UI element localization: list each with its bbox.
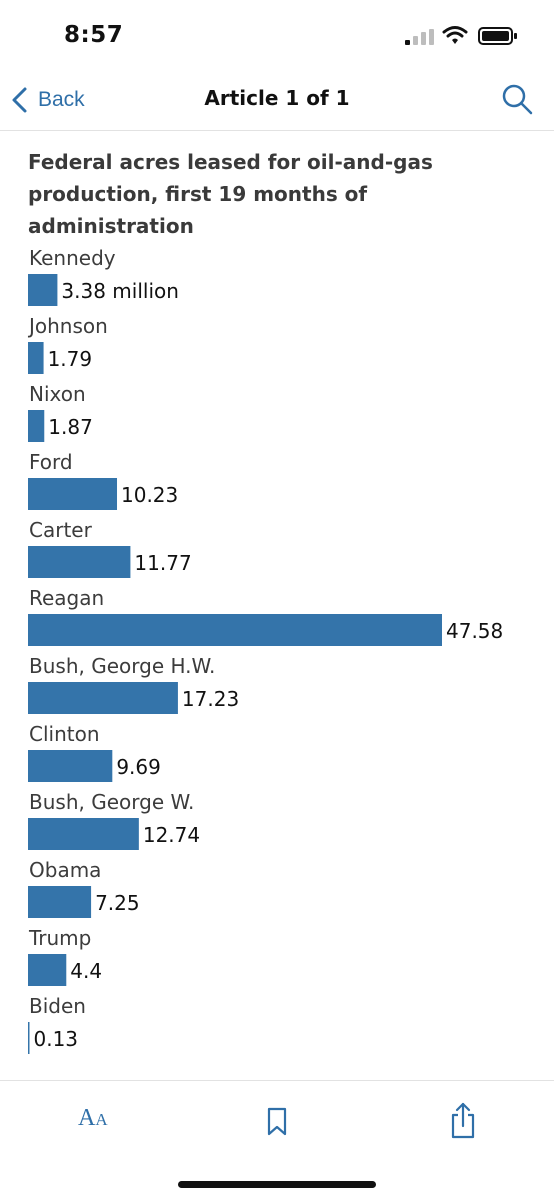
category-label: Bush, George H.W.	[29, 654, 215, 678]
bar	[28, 410, 45, 442]
category-label: Bush, George W.	[29, 790, 194, 814]
share-icon[interactable]	[450, 1101, 476, 1139]
nav-title: Article 1 of 1	[204, 86, 350, 110]
value-label: 7.25	[95, 891, 140, 915]
value-label: 4.4	[70, 959, 102, 983]
category-label: Biden	[29, 994, 86, 1018]
bar	[28, 750, 113, 782]
text-size-small-glyph: A	[95, 1110, 108, 1129]
back-button[interactable]: Back	[10, 82, 85, 118]
category-label: Carter	[29, 518, 93, 542]
bar	[28, 546, 131, 578]
bar	[28, 614, 442, 646]
bar	[28, 954, 67, 986]
category-label: Reagan	[29, 586, 104, 610]
text-size-icon[interactable]: AA	[78, 1105, 118, 1139]
category-label: Obama	[29, 858, 101, 882]
search-icon[interactable]	[500, 82, 534, 116]
value-label: 9.69	[116, 755, 161, 779]
category-label: Trump	[28, 926, 91, 950]
category-label: Johnson	[27, 314, 108, 338]
status-time: 8:57	[64, 22, 124, 48]
bar	[28, 886, 92, 918]
text-size-large-glyph: A	[78, 1105, 96, 1131]
category-label: Clinton	[29, 722, 100, 746]
category-label: Nixon	[29, 382, 86, 406]
value-label: 10.23	[121, 483, 178, 507]
status-bar: 8:57	[0, 0, 554, 72]
bar	[28, 682, 178, 714]
home-indicator	[178, 1181, 376, 1188]
category-label: Ford	[29, 450, 73, 474]
bar-chart: Kennedy 3.38 million Johnson 1.79 Nixon 1.87 F…	[27, 246, 503, 1054]
nav-bar: Back Article 1 of 1	[0, 72, 554, 131]
value-label: 11.77	[134, 551, 191, 575]
bottom-toolbar: AA	[0, 1080, 554, 1201]
category-label: Kennedy	[29, 246, 116, 270]
bar	[28, 818, 139, 850]
bar	[28, 1022, 30, 1054]
value-label: 1.79	[48, 347, 93, 371]
signal-icon	[405, 29, 434, 45]
back-label: Back	[38, 88, 85, 111]
value-label: 1.87	[48, 415, 93, 439]
value-label: 0.13	[34, 1027, 79, 1051]
value-label: 12.74	[143, 823, 200, 847]
value-label: 47.58	[446, 619, 503, 643]
value-label: 3.38 million	[61, 279, 179, 303]
bar	[28, 274, 58, 306]
bookmark-icon[interactable]	[266, 1107, 288, 1137]
battery-icon	[478, 27, 517, 45]
wifi-icon	[442, 26, 468, 44]
bar	[28, 342, 44, 374]
bar	[28, 478, 118, 510]
chart-title: Federal acres leased for oil-and-gas pro…	[28, 150, 433, 238]
chevron-left-icon	[12, 87, 27, 113]
value-label: 17.23	[182, 687, 239, 711]
